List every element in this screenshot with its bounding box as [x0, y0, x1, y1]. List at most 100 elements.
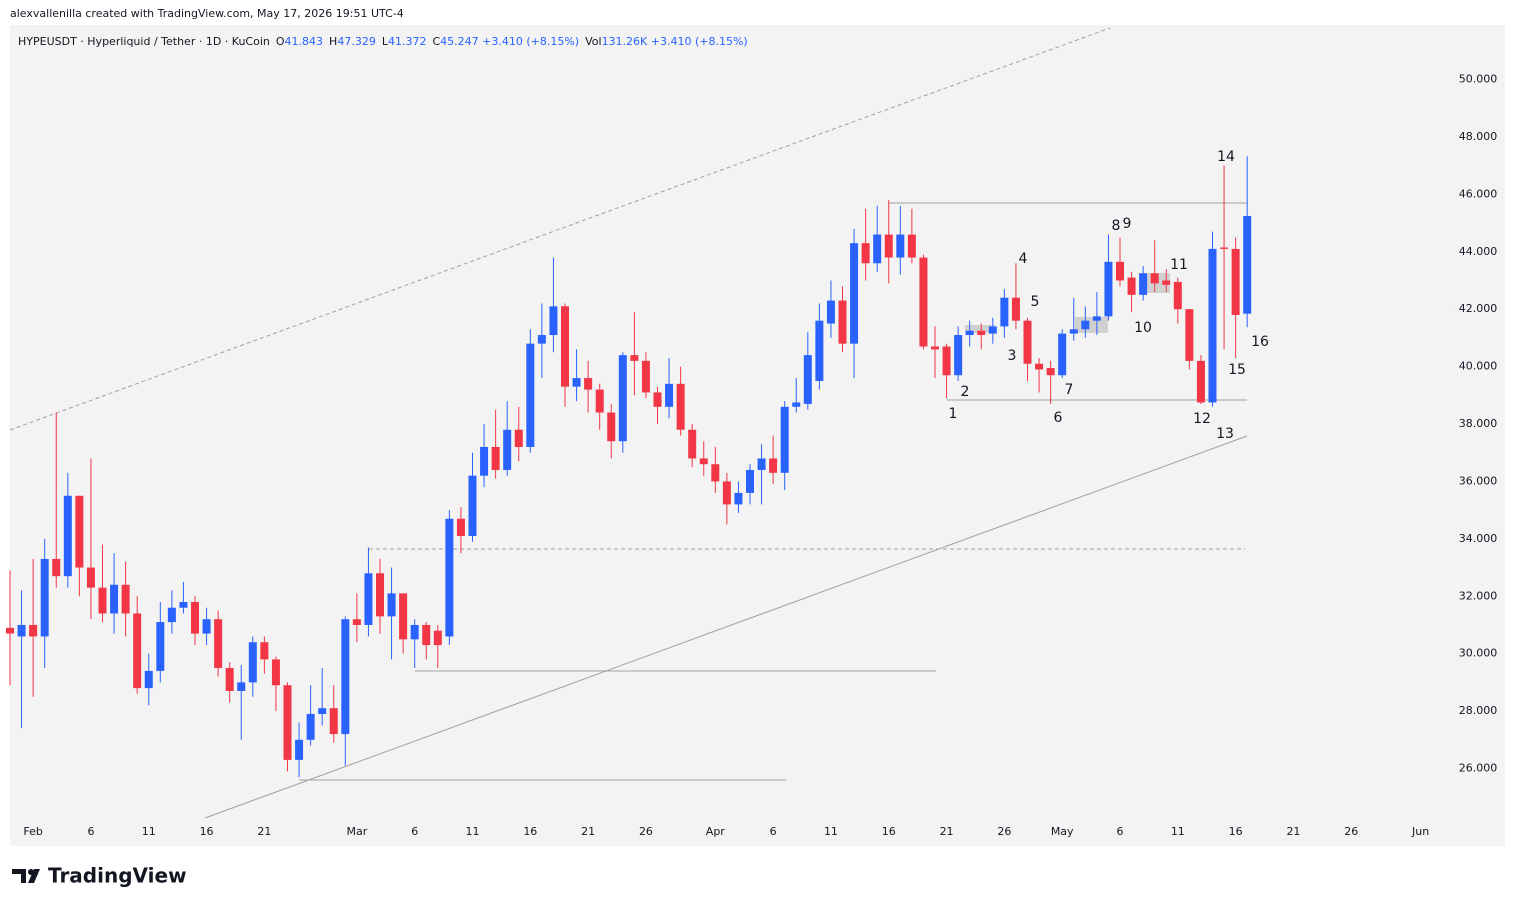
x-tick-label: 6 [411, 825, 418, 838]
candle-body [792, 402, 801, 407]
candle-body [526, 343, 535, 447]
candle-body [480, 446, 489, 476]
x-tick-label: 6 [770, 825, 777, 838]
x-tick-label: 21 [257, 825, 271, 838]
logo: TradingView [12, 864, 187, 888]
y-tick-label: 26.000 [1459, 761, 1498, 774]
wave-label: 16 [1251, 334, 1269, 350]
candle-body [248, 642, 257, 683]
candle-body [919, 257, 928, 347]
wave-label: 5 [1031, 294, 1040, 310]
candle-body [329, 708, 338, 735]
x-tick-label: 11 [1171, 825, 1185, 838]
candle-body [167, 607, 176, 623]
candle-body [965, 330, 974, 336]
x-tick-label: 21 [581, 825, 595, 838]
candle-body [1035, 363, 1044, 370]
candle-body [283, 685, 292, 760]
candle-body [271, 659, 280, 686]
x-tick-label: 6 [1117, 825, 1124, 838]
wave-label: 2 [961, 384, 970, 400]
candle-body [1173, 281, 1182, 310]
candle-body [607, 412, 616, 442]
wave-label: 6 [1054, 410, 1063, 426]
x-tick-label: May [1051, 825, 1074, 838]
candle-body [468, 475, 477, 536]
candle-body [838, 300, 847, 344]
y-tick-label: 30.000 [1459, 647, 1498, 660]
wave-label: 8 [1112, 218, 1121, 234]
candle-body [711, 464, 720, 482]
y-tick-label: 50.000 [1459, 73, 1498, 86]
candle-body [364, 573, 373, 625]
range-box [965, 325, 995, 333]
candle-body [653, 392, 662, 407]
legend-key: H [329, 35, 337, 48]
y-tick-label: 40.000 [1459, 360, 1498, 373]
candle-body [907, 234, 916, 258]
candle-body [1231, 248, 1240, 315]
candle-body [572, 378, 581, 387]
footer: TradingView [48, 864, 187, 888]
legend-value: 47.329 [337, 35, 376, 48]
candle-body [1185, 309, 1194, 361]
header: alexvallenilla created with TradingView.… [10, 7, 404, 20]
candle-body [537, 335, 546, 344]
candle-body [98, 587, 107, 614]
candle-body [757, 458, 766, 470]
x-tick-label: Apr [706, 825, 726, 838]
candle-body [514, 429, 523, 447]
candle-body [584, 378, 593, 390]
legend-key: O [276, 35, 285, 48]
candle-body [110, 584, 119, 614]
x-tick-label: 16 [200, 825, 214, 838]
x-tick-label: 21 [940, 825, 954, 838]
candle-body [121, 584, 130, 614]
wave-label: 15 [1228, 362, 1246, 378]
legend-key: Vol [585, 35, 601, 48]
y-tick-label: 44.000 [1459, 245, 1498, 258]
x-tick-label: Feb [23, 825, 42, 838]
candle-body [769, 458, 778, 473]
candle-body [202, 619, 211, 634]
wave-label: 3 [1008, 348, 1017, 364]
y-tick-label: 28.000 [1459, 704, 1498, 717]
candle-body [977, 330, 986, 336]
candle-body [1011, 297, 1020, 321]
wave-label: 11 [1170, 257, 1188, 273]
candle-body [1208, 248, 1217, 403]
candle-body [17, 624, 26, 637]
candle-body [491, 446, 500, 470]
candle-body [665, 383, 674, 407]
candle-body [445, 518, 454, 637]
candle-body [1023, 320, 1032, 364]
x-tick-label: 26 [639, 825, 653, 838]
candle-body [52, 558, 61, 577]
candle-body [815, 320, 824, 381]
candle-body [306, 713, 315, 740]
candle-body [399, 593, 408, 640]
candle-body [1162, 280, 1171, 285]
candle-body [1069, 329, 1078, 334]
candle-body [237, 682, 246, 691]
y-tick-label: 36.000 [1459, 474, 1498, 487]
x-tick-label: 26 [1344, 825, 1358, 838]
wave-label: 14 [1217, 149, 1235, 165]
candle-body [1092, 316, 1101, 321]
wave-label: 13 [1216, 426, 1234, 442]
legend-symbol: HYPEUSDT · Hyperliquid / Tether · 1D · K… [18, 35, 270, 48]
candle-body [931, 346, 939, 350]
candle-body [688, 429, 697, 459]
candle-body [850, 243, 859, 344]
x-tick-label: 16 [1229, 825, 1243, 838]
candle-body [1046, 368, 1055, 376]
candle-body [618, 355, 627, 442]
candle-body [1081, 320, 1090, 330]
candle-body [1058, 333, 1067, 376]
x-tick-label: 11 [824, 825, 838, 838]
candle-body [988, 326, 997, 334]
candle-body [29, 624, 38, 637]
candle-body [942, 346, 951, 376]
candle-body [954, 335, 963, 376]
